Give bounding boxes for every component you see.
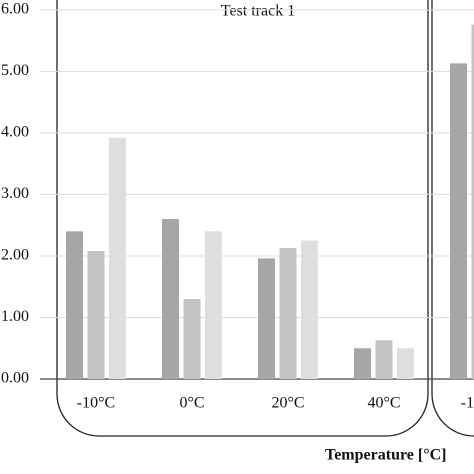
x-tick-label: -10°C: [77, 395, 115, 412]
bar: [162, 219, 179, 379]
y-tick-label: 0.00: [1, 370, 29, 387]
group-frame: [56, 0, 429, 437]
x-tick-label: 0°C: [179, 395, 204, 412]
y-tick-label: 4.00: [1, 124, 29, 141]
y-tick-label: 6.00: [1, 1, 29, 18]
bar: [183, 299, 201, 379]
y-tick-label: 3.00: [1, 185, 29, 202]
bar: [279, 247, 297, 379]
y-tick-label: 5.00: [1, 62, 29, 79]
group-title: Test track 1: [221, 3, 295, 20]
bar: [471, 24, 474, 380]
x-tick-label: 40°C: [367, 395, 400, 412]
bar: [87, 251, 105, 379]
bar: [205, 231, 222, 379]
bar: [66, 231, 83, 379]
bar: [258, 258, 275, 379]
x-tick-label: 20°C: [271, 395, 304, 412]
bar: [450, 63, 467, 379]
y-tick-label: 2.00: [1, 247, 29, 264]
bar: [301, 240, 318, 379]
group-frame: [431, 0, 474, 437]
x-axis-title: Temperature [°C]: [325, 447, 446, 464]
x-tick-label: -10°C: [461, 395, 474, 412]
bar: [397, 348, 414, 379]
bar: [375, 340, 393, 379]
bar: [354, 348, 371, 379]
bar: [109, 137, 126, 379]
y-tick-label: 1.00: [1, 308, 29, 325]
